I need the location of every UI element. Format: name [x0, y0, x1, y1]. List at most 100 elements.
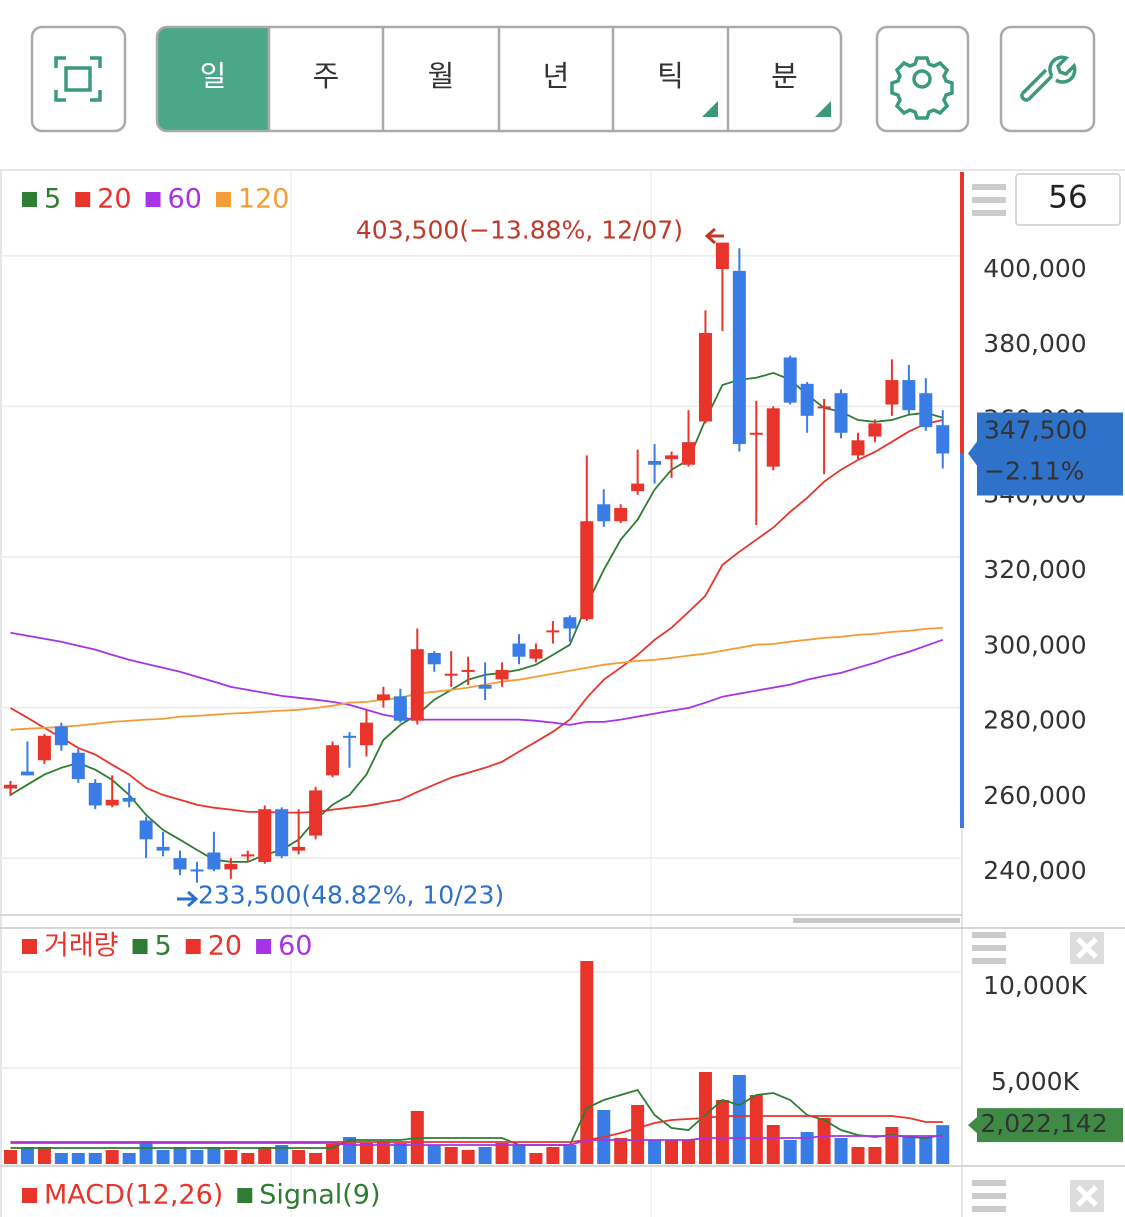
candle-body: [292, 846, 306, 851]
y-tick-label: 400,000: [983, 254, 1086, 283]
settings-button[interactable]: [875, 25, 970, 133]
change-label: −2.11%: [984, 456, 1084, 485]
volume-bar: [122, 1152, 136, 1164]
candle-body: [20, 771, 34, 776]
candle-body: [326, 745, 340, 776]
candle-body: [732, 270, 746, 445]
candle-body: [54, 726, 68, 746]
candle-body: [936, 425, 950, 454]
legend-swatch: [145, 192, 161, 207]
candle-body: [648, 460, 662, 465]
menu-icon[interactable]: [972, 932, 1006, 964]
volume-bar: [715, 1100, 729, 1164]
volume-bar: [190, 1150, 204, 1164]
candle-body: [478, 684, 492, 689]
volume-bar: [614, 1138, 628, 1164]
candle-body: [495, 669, 509, 680]
y-tick-label: 280,000: [983, 706, 1086, 735]
volume-bar: [495, 1142, 509, 1164]
y-tick-label: 380,000: [983, 329, 1086, 358]
legend-swatch: [215, 192, 231, 207]
candle-body: [800, 383, 814, 416]
volume-bar: [749, 1094, 763, 1164]
legend-label: 5: [155, 931, 172, 962]
candle-body: [190, 869, 204, 872]
volume-bar: [359, 1142, 373, 1164]
volume-bar: [902, 1137, 916, 1164]
volume-bar: [631, 1104, 645, 1164]
legend-swatch: [237, 1188, 253, 1203]
legend-label: 60: [168, 184, 202, 215]
candle-body: [597, 504, 611, 522]
wrench-icon: [1020, 55, 1077, 102]
volume-bar: [444, 1147, 458, 1164]
candle-body: [37, 735, 51, 761]
volume-bar: [326, 1143, 340, 1164]
submenu-marker: [702, 101, 718, 117]
candle-body: [410, 649, 424, 721]
candle-body: [546, 630, 560, 633]
volume-bar: [461, 1150, 475, 1164]
legend-label: 20: [97, 184, 131, 215]
volume-bar: [71, 1152, 85, 1164]
volume-bar: [529, 1152, 543, 1164]
period-tab[interactable]: [269, 27, 383, 131]
volume-bar: [682, 1139, 695, 1164]
volume-bar: [156, 1150, 170, 1164]
tab-label: 일: [200, 59, 227, 93]
volume-bar: [207, 1147, 221, 1164]
volume-bar: [766, 1125, 780, 1164]
volume-bar: [105, 1150, 119, 1164]
candle-body: [71, 752, 85, 780]
tab-group-border: [155, 25, 843, 133]
high-arrow: [704, 227, 724, 245]
low-arrow: [177, 890, 199, 908]
candle-body: [682, 442, 695, 465]
y-tick-label: 5,000K: [991, 1067, 1080, 1096]
menu-icon[interactable]: [972, 1180, 1006, 1212]
candle-body: [749, 432, 763, 435]
scrollbar[interactable]: [793, 918, 960, 923]
count-box[interactable]: [1015, 173, 1121, 226]
legend-swatch: [75, 192, 91, 207]
volume-average: [10, 1115, 943, 1143]
legend-swatch: [22, 939, 37, 954]
y-tick-label: 300,000: [983, 630, 1086, 659]
close-button[interactable]: [1070, 1180, 1104, 1212]
candle-body: [156, 846, 170, 851]
capture-button[interactable]: [30, 25, 127, 133]
candle-body: [4, 784, 17, 789]
volume-bar: [54, 1152, 68, 1164]
close-button[interactable]: [1070, 932, 1104, 964]
menu-icon[interactable]: [972, 184, 1006, 216]
volume-bar: [800, 1131, 814, 1164]
tab-label: 월: [428, 59, 455, 93]
legend-label: 120: [238, 184, 290, 215]
period-tab[interactable]: [499, 27, 613, 131]
candle-body: [902, 380, 916, 411]
candle-body: [512, 643, 526, 657]
candle-body: [665, 455, 679, 460]
volume-bar: [224, 1150, 238, 1164]
period-tab[interactable]: [383, 27, 499, 131]
volume-bar: [834, 1138, 848, 1164]
candle-body: [122, 797, 136, 802]
volume-bar: [512, 1144, 526, 1164]
legend-swatch: [256, 939, 272, 954]
last-price-label: 347,500: [984, 415, 1087, 444]
candle-body: [834, 393, 848, 433]
candle-body: [614, 508, 628, 522]
last-price-badge: [968, 412, 1123, 496]
candle-body: [529, 649, 543, 659]
moving-average: [10, 631, 944, 726]
period-tab[interactable]: [157, 27, 269, 131]
last-volume-label: 2,022,142: [980, 1109, 1107, 1138]
last-volume-badge: [968, 1108, 1123, 1143]
price-annotation: 403,500(−13.88%, 12/07): [356, 216, 683, 245]
candle-body: [173, 858, 187, 870]
candle-body: [563, 617, 577, 629]
candle-body: [88, 782, 102, 806]
candle-body: [817, 406, 831, 409]
tab-label: 년: [543, 59, 570, 93]
